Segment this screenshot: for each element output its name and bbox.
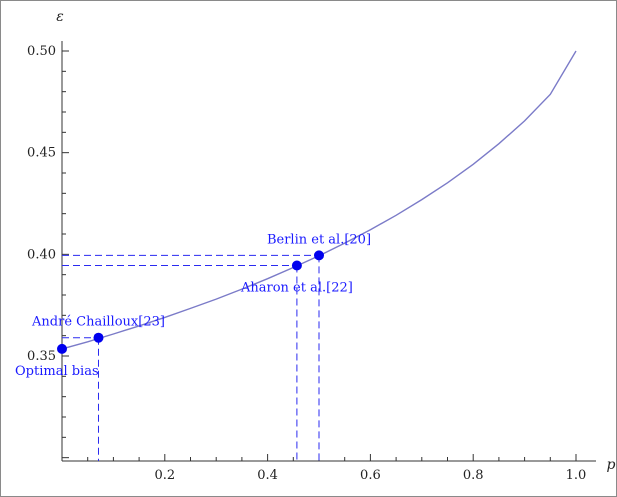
x-tick-label: 0.4 xyxy=(257,468,278,483)
data-points xyxy=(57,250,324,354)
point-label: André Chailloux[23] xyxy=(31,315,165,330)
point-label: Berlin et al.[20] xyxy=(267,232,371,247)
y-axis-label: ε xyxy=(56,9,64,25)
y-tick-label: 0.50 xyxy=(27,44,56,59)
data-point xyxy=(291,260,302,271)
axes: 0.35 0.40 0.45 0.50 0.2 0.4 0.6 0.8 1.0 ε p xyxy=(27,9,615,483)
point-label: Optimal bias xyxy=(15,364,99,379)
y-tick-label: 0.45 xyxy=(27,146,56,161)
x-tick-label: 0.8 xyxy=(463,468,484,483)
x-tick-label: 1.0 xyxy=(566,468,587,483)
annotations: Optimal bias André Chailloux[23] Aharon et… xyxy=(15,232,371,379)
data-point xyxy=(93,332,104,343)
guide-lines xyxy=(62,254,320,461)
x-axis-label: p xyxy=(607,457,616,473)
data-point xyxy=(57,343,67,354)
x-tick-label: 0.2 xyxy=(154,468,175,483)
y-tick-label: 0.40 xyxy=(27,247,56,262)
y-tick-label: 0.35 xyxy=(27,349,56,364)
data-point xyxy=(314,250,324,261)
point-label: Aharon et al.[22] xyxy=(240,281,353,296)
x-tick-label: 0.6 xyxy=(360,468,381,483)
